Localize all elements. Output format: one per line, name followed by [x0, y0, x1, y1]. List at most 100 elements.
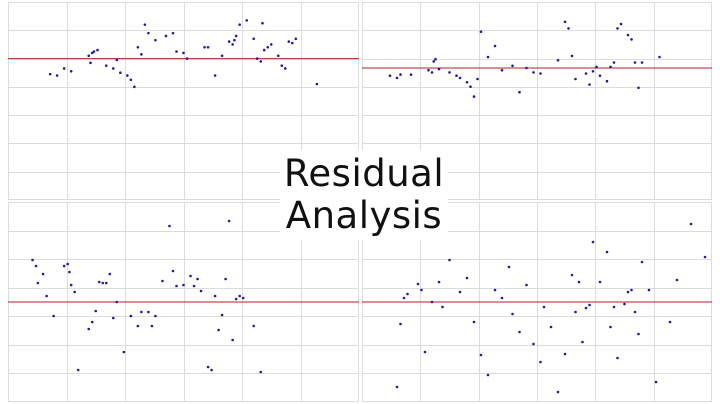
residual-point [511, 312, 514, 316]
residual-point [703, 255, 707, 259]
residual-point [90, 320, 94, 324]
residual-point [588, 83, 591, 86]
scatter-svg [362, 2, 712, 200]
residual-point [147, 31, 150, 35]
residual-point [203, 45, 206, 49]
residual-point [283, 67, 287, 70]
residual-point [539, 72, 542, 75]
residual-point [140, 53, 143, 56]
residual-point [69, 70, 73, 73]
residual-point [164, 34, 168, 38]
residual-point [532, 342, 535, 346]
residual-point [104, 64, 108, 67]
residual-point [658, 55, 661, 59]
residual-point [591, 70, 595, 73]
residual-point [518, 330, 521, 334]
residual-point [115, 58, 119, 62]
residual-point [427, 68, 430, 72]
residual-point [574, 310, 577, 314]
residual-point [287, 40, 291, 43]
residual-point [227, 40, 231, 43]
residual-point [581, 340, 584, 344]
residual-point [598, 74, 602, 77]
residual-point [500, 296, 504, 300]
residual-point [175, 284, 178, 288]
residual-point [112, 316, 115, 320]
residual-point [612, 61, 616, 64]
residual-point [437, 67, 441, 71]
residual-point [96, 48, 99, 52]
residual-point [73, 290, 76, 294]
residual-point [62, 264, 66, 268]
residual-point [185, 57, 189, 60]
residual-point [294, 37, 298, 41]
residual-point [437, 280, 441, 284]
residual-point [66, 262, 69, 266]
residual-point [238, 294, 241, 298]
residual-point [609, 65, 612, 69]
residual-point [430, 71, 434, 74]
residual-point [87, 54, 91, 58]
residual-point [574, 77, 577, 81]
residual-point [472, 95, 476, 98]
residual-point [129, 78, 133, 82]
residual-point [41, 272, 45, 276]
residual-point [598, 280, 602, 284]
residual-point [119, 71, 122, 75]
residual-point [525, 283, 528, 287]
residual-point [633, 61, 637, 64]
residual-point [626, 290, 630, 294]
residual-point [90, 51, 94, 55]
residual-point [94, 309, 98, 313]
residual-point [213, 294, 217, 298]
residual-point [112, 67, 115, 70]
residual-point [588, 303, 591, 307]
residual-point [101, 281, 105, 285]
residual-point [609, 325, 612, 329]
plot-border [8, 2, 359, 200]
residual-point [231, 43, 234, 46]
residual-point [171, 31, 175, 35]
residual-point [626, 33, 630, 37]
residual-point [220, 54, 224, 58]
residual-point [532, 71, 535, 74]
residual-point [231, 338, 234, 342]
residual-point [486, 55, 490, 59]
residual-point [140, 310, 143, 314]
residual-point [472, 320, 476, 324]
residual-point [486, 373, 490, 377]
residual-point [507, 265, 511, 269]
residual-point [637, 332, 640, 336]
residual-point [68, 270, 71, 274]
scatter-svg [362, 202, 712, 402]
residual-point [69, 283, 73, 287]
residual-point [31, 258, 34, 262]
residual-point [420, 288, 423, 292]
residual-point [52, 314, 55, 318]
residual-point [227, 219, 231, 223]
residual-point [217, 328, 220, 332]
residual-point [171, 269, 175, 273]
residual-point [476, 77, 479, 81]
residual-point [570, 273, 574, 277]
residual-point [406, 292, 409, 296]
residual-point [668, 320, 672, 324]
residual-point [570, 54, 574, 58]
residual-point [126, 74, 129, 77]
residual-point [399, 73, 402, 76]
residual-point [143, 23, 147, 26]
residual-point [62, 67, 66, 70]
residual-point [640, 61, 644, 64]
residual-point [150, 324, 154, 328]
residual-point [182, 51, 185, 55]
residual-point [48, 72, 52, 76]
residual-point [448, 71, 451, 74]
residual-point [689, 222, 693, 226]
residual-point [266, 45, 270, 49]
residual-point [234, 297, 238, 301]
residual-point [623, 302, 626, 306]
residual-point [192, 284, 196, 288]
residual-point [567, 27, 570, 30]
residual-point [549, 325, 553, 329]
residual-point [154, 314, 157, 318]
